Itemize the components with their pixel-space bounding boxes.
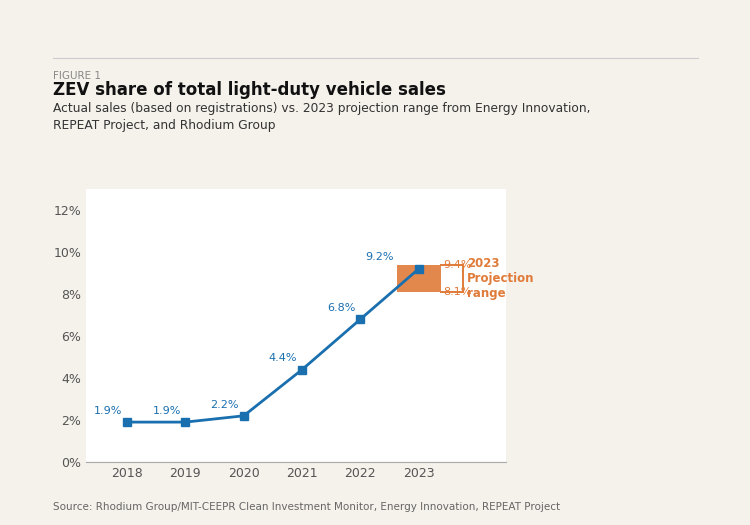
Text: Actual sales (based on registrations) vs. 2023 projection range from Energy Inno: Actual sales (based on registrations) vs… (53, 102, 590, 132)
Text: 9.2%: 9.2% (366, 253, 394, 262)
Text: FIGURE 1: FIGURE 1 (53, 71, 100, 81)
Bar (397, 265, 441, 292)
Text: 2.2%: 2.2% (211, 400, 239, 410)
Text: 8.1%: 8.1% (443, 287, 472, 297)
Text: 4.4%: 4.4% (269, 353, 298, 363)
Text: 1.9%: 1.9% (152, 406, 181, 416)
Text: Source: Rhodium Group/MIT-CEEPR Clean Investment Monitor, Energy Innovation, REP: Source: Rhodium Group/MIT-CEEPR Clean In… (53, 502, 560, 512)
Text: 2023
Projection
range: 2023 Projection range (467, 257, 535, 300)
Text: ZEV share of total light-duty vehicle sales: ZEV share of total light-duty vehicle sa… (53, 81, 446, 99)
Text: 6.8%: 6.8% (328, 303, 356, 313)
Text: 1.9%: 1.9% (94, 406, 122, 416)
Text: 9.4%: 9.4% (443, 259, 472, 270)
